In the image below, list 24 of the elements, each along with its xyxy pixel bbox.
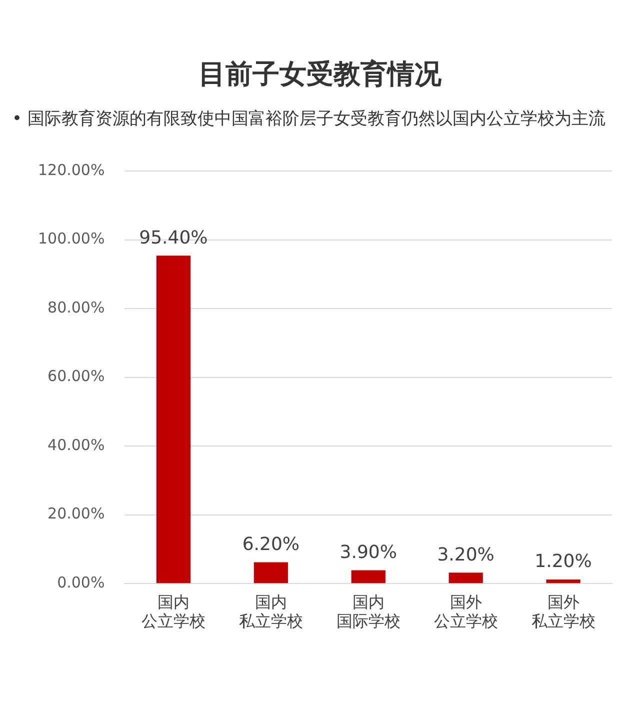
bar xyxy=(156,256,191,584)
x-tick-label: 国内公立学校 xyxy=(141,592,206,631)
y-tick-label: 80.00% xyxy=(48,298,105,316)
y-tick-label: 20.00% xyxy=(48,504,105,523)
y-tick-label: 40.00% xyxy=(48,436,105,454)
y-tick-label: 60.00% xyxy=(48,367,105,386)
y-tick-label: 120.00% xyxy=(38,160,105,179)
x-tick-label: 国内国际学校 xyxy=(336,592,400,631)
x-tick-label: 国外私立学校 xyxy=(531,592,596,631)
y-tick-label: 100.00% xyxy=(38,230,105,248)
bar xyxy=(448,572,483,584)
data-label: 6.20% xyxy=(242,534,300,555)
y-tick-label: 0.00% xyxy=(57,573,105,592)
chart-subtitle: • 国际教育资源的有限致使中国富裕阶层子女受教育仍然以国内公立学校为主流 xyxy=(12,108,606,131)
bar xyxy=(351,570,386,584)
bar xyxy=(546,579,580,584)
data-label: 1.20% xyxy=(534,551,592,572)
data-label: 95.40% xyxy=(139,227,208,248)
chart-title: 目前子女受教育情况 xyxy=(198,58,442,92)
bar xyxy=(254,562,288,584)
data-label: 3.20% xyxy=(437,544,494,566)
data-label: 3.90% xyxy=(340,542,397,563)
x-tick-label: 国内私立学校 xyxy=(238,592,303,631)
x-tick-label: 国外公立学校 xyxy=(434,592,498,631)
